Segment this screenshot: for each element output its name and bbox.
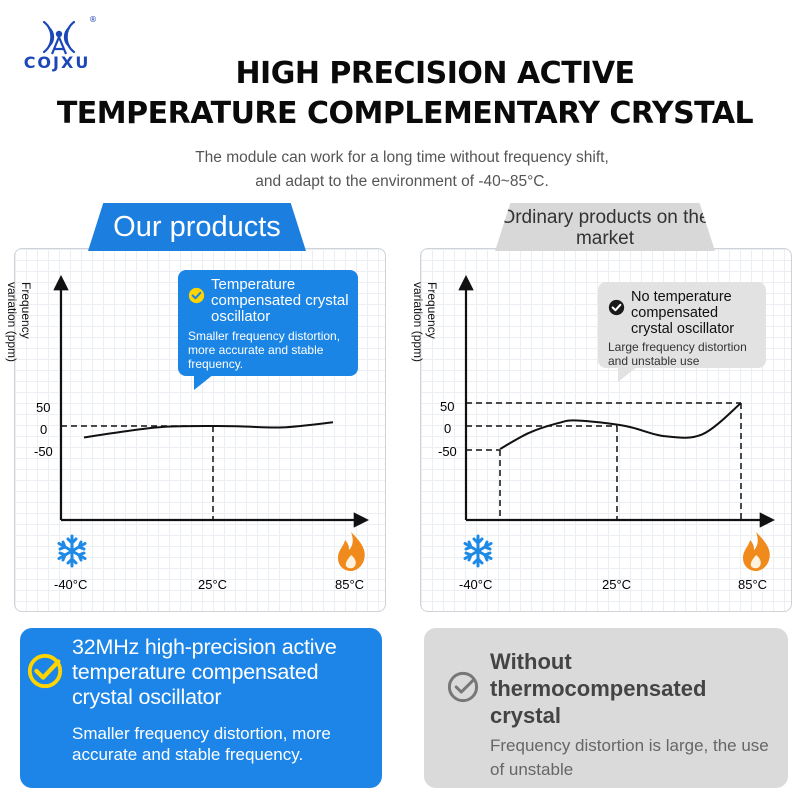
left-y-tick-0: 0 — [40, 422, 47, 437]
our-product-card-text: Smaller frequency distortion, more accur… — [72, 724, 331, 764]
registered-mark: ® — [89, 15, 97, 24]
right-x-tick-85: 85°C — [738, 577, 767, 592]
subtitle-line2: and adapt to the environment of -40~85°C… — [255, 173, 549, 190]
right-chart: Frequency variation (ppm) 50 0 -50 — [411, 274, 776, 528]
no-tcxo-callout-text: Large frequency distortion and unstable … — [608, 340, 747, 368]
page-title-line1: HIGH PRECISION ACTIVE — [235, 56, 635, 91]
left-y-tick-neg50: -50 — [34, 444, 53, 459]
subtitle-line1: The module can work for a long time with… — [195, 149, 609, 166]
ordinary-product-card-title: Without thermocompensated crystal — [490, 649, 707, 728]
check-circle-icon — [188, 287, 205, 304]
tcxo-callout-title: Temperature compensated crystal oscillat… — [211, 276, 349, 325]
left-y-axis-label-line1: Frequency — [19, 282, 33, 339]
ordinary-product-card-text: Frequency distortion is large, the use o… — [490, 736, 769, 779]
right-y-axis-label-line2: variation (ppm) — [411, 282, 425, 362]
flame-icon — [338, 532, 365, 571]
left-y-axis-label: Frequency variation (ppm) — [5, 282, 33, 362]
tcxo-callout-text: Smaller frequency distortion, more accur… — [188, 329, 341, 371]
brand-logo: ® — [42, 15, 97, 55]
right-frequency-curve — [499, 402, 742, 450]
snowflake-icon — [463, 534, 493, 568]
our-product-card: 32MHz high-precision active temperature … — [20, 628, 382, 788]
our-product-card-title: 32MHz high-precision active temperature … — [72, 635, 337, 709]
page-title-line2: TEMPERATURE COMPLEMENTARY CRYSTAL — [56, 96, 754, 131]
tcxo-callout: Temperature compensated crystal oscillat… — [178, 270, 358, 390]
no-tcxo-callout: No temperature compensated crystal oscil… — [598, 282, 766, 382]
left-y-tick-50: 50 — [36, 400, 50, 415]
ordinary-products-tab: Ordinary products on the market — [495, 203, 715, 251]
check-circle-icon — [27, 653, 63, 689]
right-x-tick-neg40: -40°C — [459, 577, 492, 592]
flame-icon — [743, 532, 770, 571]
brand-name: COJXU — [23, 53, 91, 72]
ordinary-product-card: Without thermocompensated crystal Freque… — [424, 628, 788, 788]
right-y-axis-label: Frequency variation (ppm) — [411, 282, 439, 362]
check-circle-icon — [608, 299, 625, 316]
right-x-tick-25: 25°C — [602, 577, 631, 592]
right-y-tick-0: 0 — [444, 421, 451, 436]
left-x-tick-25: 25°C — [198, 577, 227, 592]
check-circle-icon — [447, 671, 479, 703]
left-x-tick-85: 85°C — [335, 577, 364, 592]
left-chart: Frequency variation (ppm) 50 0 -50 — [5, 274, 370, 528]
right-y-tick-50: 50 — [440, 399, 454, 414]
right-y-tick-neg50: -50 — [438, 444, 457, 459]
snowflake-icon — [57, 534, 87, 568]
right-y-axis-label-line1: Frequency — [425, 282, 439, 339]
our-products-tab: Our products — [88, 203, 306, 251]
no-tcxo-callout-title: No temperature compensated crystal oscil… — [631, 289, 735, 337]
left-x-tick-neg40: -40°C — [54, 577, 87, 592]
left-y-axis-label-line2: variation (ppm) — [5, 282, 19, 362]
left-frequency-curve — [83, 421, 334, 439]
